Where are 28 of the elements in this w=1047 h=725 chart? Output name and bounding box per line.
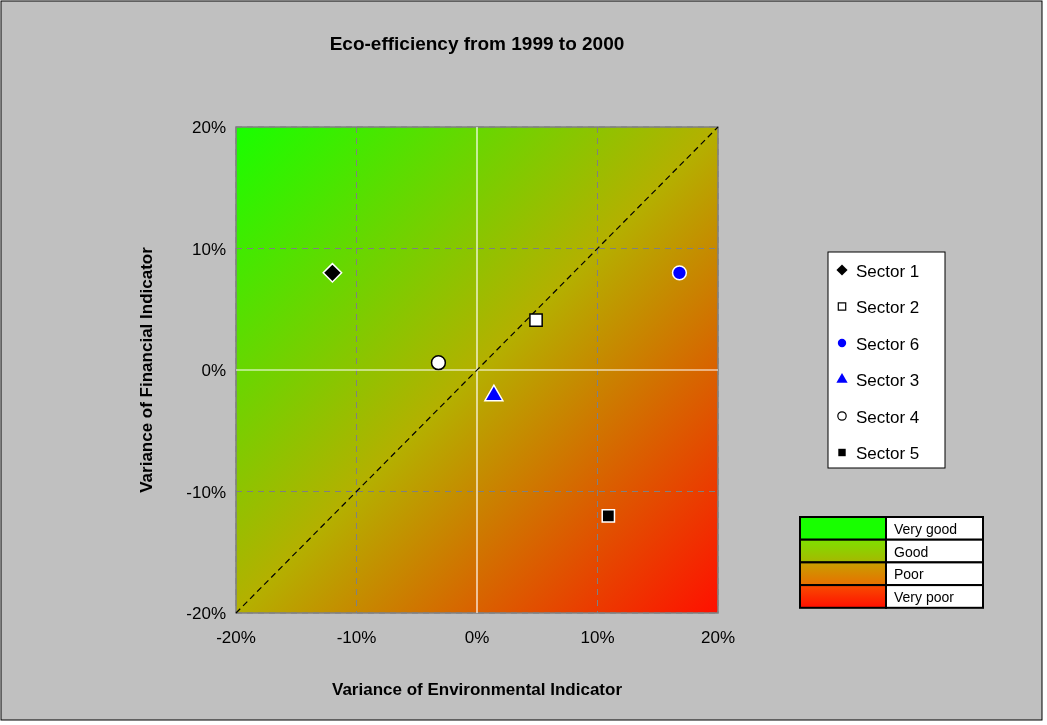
point — [430, 355, 447, 371]
y-tick-label: 0% — [201, 361, 226, 380]
text: Poor — [894, 566, 924, 583]
point — [601, 508, 616, 523]
x-tick-label: 0% — [464, 628, 490, 647]
y-tick-label: 20% — [191, 118, 226, 137]
y-tick-label: 10% — [191, 239, 226, 259]
legend-label: Sector 3 — [856, 371, 920, 390]
legend-label: Sector 5 — [856, 444, 920, 463]
y-tick-label: -20% — [186, 604, 226, 623]
x-tick-label: -20% — [216, 628, 256, 647]
legend-label: Sector 2 — [856, 298, 920, 317]
x-axis-title: Variance of Environmental Indicator — [331, 680, 623, 699]
y-axis-title: Variance of Financial Indicator — [137, 246, 156, 493]
text: Good — [894, 543, 929, 560]
text: Very good — [894, 521, 958, 537]
legend-label: Sector 6 — [856, 334, 920, 354]
x-tick-label: 10% — [580, 628, 615, 647]
text: Very poor — [894, 589, 955, 606]
x-tick-label: -10% — [336, 628, 377, 647]
point — [671, 265, 688, 281]
point — [322, 262, 343, 283]
chart-title: Eco-efficiency from 1999 to 2000 — [329, 33, 625, 54]
y-tick-label: -10% — [186, 482, 226, 502]
point — [529, 313, 543, 328]
legend-label: Sector 4 — [856, 407, 920, 427]
legend-label: Sector 1 — [856, 261, 920, 281]
x-tick-label: 20% — [700, 628, 736, 647]
